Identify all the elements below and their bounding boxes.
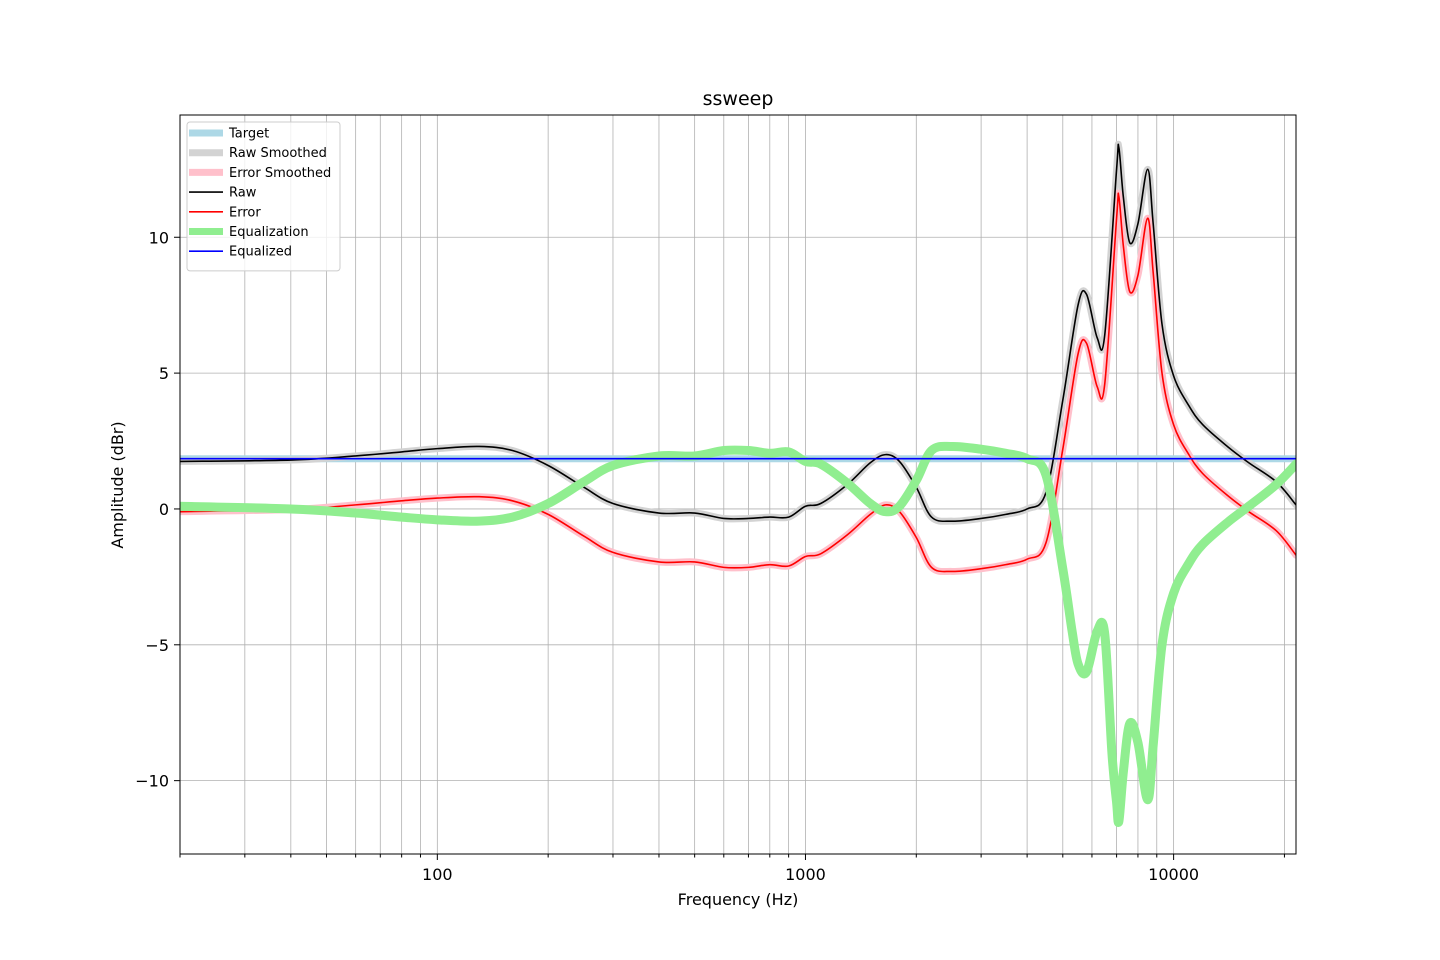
x-axis-label: Frequency (Hz) bbox=[678, 890, 799, 909]
y-tick-label: −10 bbox=[135, 772, 169, 791]
x-tick-label: 10000 bbox=[1148, 865, 1199, 884]
series-layer bbox=[180, 140, 1296, 827]
legend-entry-label: Raw Smoothed bbox=[229, 146, 327, 161]
legend-box bbox=[186, 121, 341, 272]
legend-entry-label: Error Smoothed bbox=[229, 166, 331, 181]
legend-entry-label: Equalization bbox=[229, 225, 309, 240]
y-tick-label: 5 bbox=[159, 364, 169, 383]
series-line-equalization bbox=[180, 441, 1296, 827]
legend-entry-label: Target bbox=[228, 127, 269, 142]
x-tick-label: 1000 bbox=[785, 865, 826, 884]
legend: Target Raw Smoothed Error Smoothed Raw Error… bbox=[186, 121, 341, 272]
x-tick-label: 100 bbox=[422, 865, 453, 884]
y-axis-label: Amplitude (dBr) bbox=[108, 421, 127, 548]
series-line-error bbox=[180, 192, 1296, 573]
legend-entry-label: Equalized bbox=[229, 245, 292, 260]
y-tick-label: 10 bbox=[149, 228, 169, 247]
chart-title: ssweep bbox=[703, 88, 774, 110]
plot-frame bbox=[179, 114, 1297, 855]
y-tick-label: 0 bbox=[159, 500, 169, 519]
legend-entry-label: Raw bbox=[229, 186, 257, 201]
y-tick-label: −5 bbox=[145, 636, 169, 655]
legend-entry-label: Error bbox=[229, 205, 261, 220]
tick-layer: 100 1000 10000 −10 −5 0 5 10 bbox=[135, 228, 1285, 884]
